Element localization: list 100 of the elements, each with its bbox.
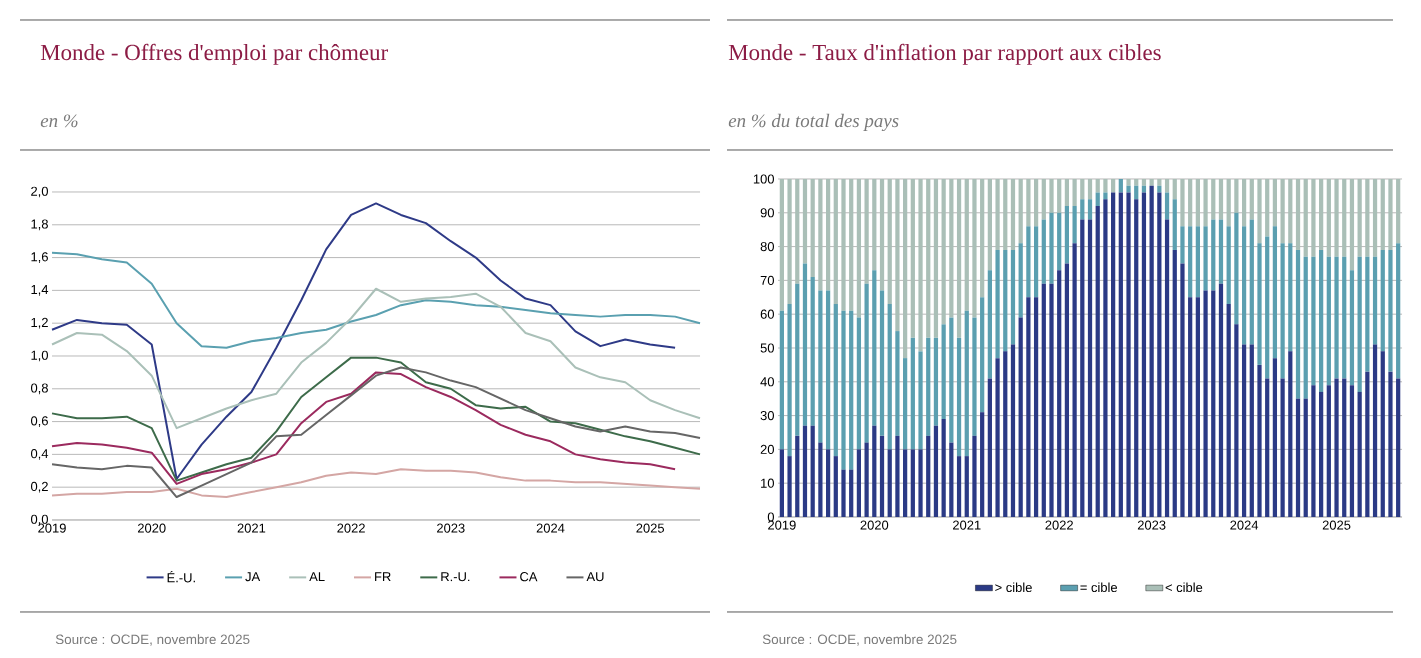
bar [926,435,931,517]
bar [1033,178,1039,227]
bar [926,178,931,338]
bar [1172,178,1177,200]
bar [895,178,900,332]
bar [1180,226,1185,264]
bar [1218,178,1224,220]
bar [980,297,985,413]
source-note: Source : OCDE, novembre 2025 [762,634,957,646]
bar [1157,178,1162,186]
bar [1280,243,1285,379]
bar [1126,178,1131,186]
bar [1396,378,1401,517]
bar [995,358,1000,517]
bar [910,449,915,517]
bar [972,435,977,517]
bar [972,178,977,318]
bar [1188,226,1193,298]
bar [1149,185,1154,517]
bar [1349,385,1355,517]
bar [787,178,792,305]
y-tick-label: 1,8 [31,219,48,231]
bar [1126,192,1131,517]
y-tick-label: 0,2 [30,481,48,493]
bar [1342,178,1347,257]
x-tick-label: 2023 [437,523,465,533]
bar [887,304,892,450]
bar [1041,283,1046,517]
bar [856,449,862,517]
bar [1010,178,1016,250]
bar [1134,185,1139,200]
bar [1195,178,1200,227]
bar [1095,206,1100,517]
bar [949,178,954,318]
bar [987,270,992,379]
bar [1226,304,1231,517]
bar [1365,178,1370,257]
bar [1010,249,1016,345]
bar [833,304,838,457]
bar [1188,178,1193,227]
legend-label: AL [309,572,325,582]
legend-label: R.-U. [441,572,470,582]
bar [1103,192,1108,200]
bar [802,263,808,426]
bar [933,178,939,338]
bar [833,456,838,517]
chart-title: Monde - Taux d'inflation par rapport aux cibles [728,43,1161,65]
chart-title: Monde - Offres d'emploi par chômeur [40,43,388,65]
bar [1049,212,1054,284]
bar [1087,219,1093,517]
bar [1126,185,1131,193]
bar [1249,344,1254,517]
bar [1103,199,1108,517]
bar [1326,256,1331,386]
bar [1041,178,1046,220]
bar [1334,256,1339,379]
y-tick-label: 80 [760,242,774,252]
bar [1226,226,1231,305]
bar [1057,212,1062,271]
bar [956,178,962,338]
legend-label: CA [520,572,538,582]
bar [941,324,946,419]
bar [1018,317,1023,517]
bar [1010,344,1016,517]
bar [1188,297,1193,517]
bar [918,449,923,517]
bar [1288,351,1293,517]
bar [841,178,846,311]
bar [1180,178,1185,227]
bar [1241,344,1247,517]
x-tick-label: 2025 [1322,520,1351,530]
bar [1118,178,1123,193]
bar [1033,226,1039,298]
bar [972,317,977,436]
x-tick-label: 2021 [237,523,266,533]
bar [1234,212,1239,325]
legend-label: É.-U. [167,571,195,583]
bar [1134,199,1139,517]
bar [1380,351,1385,517]
bar [1003,178,1008,250]
bar [1172,199,1177,250]
bar [1272,226,1278,359]
bar [787,456,792,517]
bar [872,178,877,271]
bar [918,351,923,450]
bar [1141,192,1147,517]
bar [987,378,992,517]
bar [1372,344,1378,517]
bar [1265,236,1270,379]
x-tick-label: 2022 [1045,520,1073,530]
bar [810,178,815,278]
bar [1257,243,1262,365]
bar [1049,178,1054,213]
y-tick-label: 0,4 [30,449,49,460]
x-tick-label: 2024 [1230,520,1259,530]
bar [856,317,862,450]
bar [1033,297,1039,517]
bar [1087,199,1093,220]
bar [1265,378,1270,517]
bar [1095,192,1100,207]
